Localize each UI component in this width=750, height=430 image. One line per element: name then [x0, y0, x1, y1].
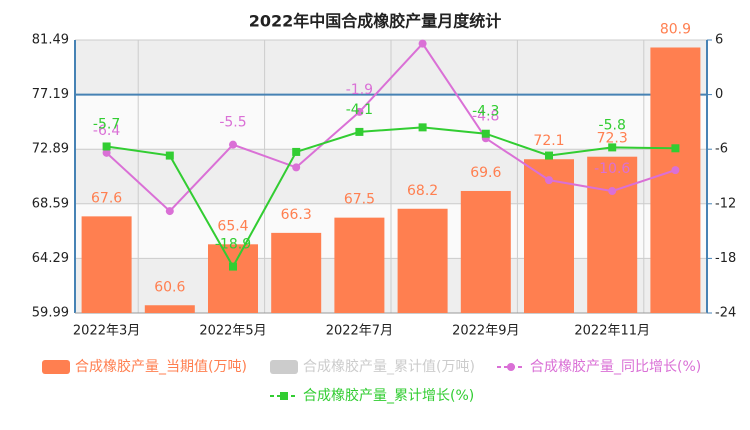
y2-tick-label: -12	[715, 196, 736, 211]
point-label: -5.7	[93, 116, 120, 132]
legend-swatch	[42, 360, 70, 374]
x-tick-label: 2022年3月	[73, 324, 140, 339]
point	[292, 163, 301, 172]
bar	[271, 232, 322, 313]
bar	[587, 156, 638, 313]
bar-label: 72.1	[533, 133, 564, 149]
x-tick-label: 2022年7月	[326, 324, 393, 339]
x-tick-label: 2022年5月	[199, 324, 266, 339]
y2-tick-label: -18	[715, 251, 736, 266]
y-tick-label: 81.49	[32, 33, 69, 48]
y2-tick-label: 6	[715, 33, 723, 48]
point	[608, 143, 617, 152]
point-label: -10.6	[594, 161, 630, 177]
point	[481, 129, 490, 138]
point	[608, 187, 617, 196]
point-label: -4.3	[472, 104, 499, 120]
x-tick-label: 2022年11月	[574, 324, 650, 339]
legend-label: 合成橡胶产量_累计增长(%)	[303, 387, 474, 404]
bar-label: 67.6	[91, 190, 122, 206]
point	[292, 147, 301, 156]
y-tick-label: 68.59	[32, 196, 69, 211]
bar-label: 72.3	[597, 131, 628, 147]
y2-tick-label: -6	[715, 142, 728, 157]
legend-marker	[507, 363, 515, 371]
point	[418, 123, 427, 132]
point	[355, 107, 364, 116]
bar-label: 80.9	[660, 21, 691, 37]
y-tick-label: 64.29	[32, 251, 69, 266]
point	[671, 144, 680, 153]
bar	[650, 47, 701, 313]
bar-label: 67.5	[344, 192, 375, 208]
bar	[144, 305, 195, 313]
bar	[524, 159, 574, 313]
y-tick-label: 59.99	[32, 306, 69, 321]
point	[229, 262, 237, 271]
point	[545, 176, 553, 185]
y-tick-label: 72.89	[32, 142, 69, 157]
point-label: -4.8	[472, 108, 499, 124]
bar	[397, 208, 448, 313]
point	[671, 166, 680, 175]
line	[105, 42, 676, 213]
point	[355, 127, 364, 136]
point	[229, 140, 237, 149]
legend-label: 合成橡胶产量_当期值(万吨)	[75, 358, 247, 375]
x-tick-label: 2022年9月	[452, 324, 519, 339]
point	[165, 207, 174, 216]
chart-title: 2022年中国合成橡胶产量月度统计	[249, 12, 502, 31]
bar	[208, 244, 258, 313]
line	[106, 126, 676, 269]
point-label: -4.1	[346, 102, 373, 118]
legend-marker	[280, 392, 288, 400]
point	[102, 148, 111, 157]
y-tick-label: 77.19	[32, 87, 69, 102]
point-label: -6.4	[93, 123, 120, 139]
bar	[81, 216, 132, 313]
bar	[460, 190, 511, 313]
point	[165, 151, 174, 160]
bar	[334, 217, 385, 313]
bar-label: 66.3	[281, 207, 312, 223]
bar-label: 68.2	[407, 183, 438, 199]
point-label: -18.9	[215, 237, 251, 253]
legend-swatch	[270, 360, 298, 374]
point	[418, 39, 427, 48]
bar-label: 60.6	[154, 279, 185, 295]
bar-label: 65.4	[217, 218, 248, 234]
legend-label: 合成橡胶产量_同比增长(%)	[530, 358, 701, 375]
point-label: -5.8	[599, 117, 626, 133]
legend-label: 合成橡胶产量_累计值(万吨)	[303, 358, 475, 375]
point	[102, 142, 111, 151]
point-label: -5.5	[219, 115, 246, 131]
point-label: -1.9	[346, 82, 373, 98]
point	[545, 151, 553, 160]
bar-label: 69.6	[470, 165, 501, 181]
y2-tick-label: -24	[715, 306, 736, 321]
y2-tick-label: 0	[715, 87, 723, 102]
